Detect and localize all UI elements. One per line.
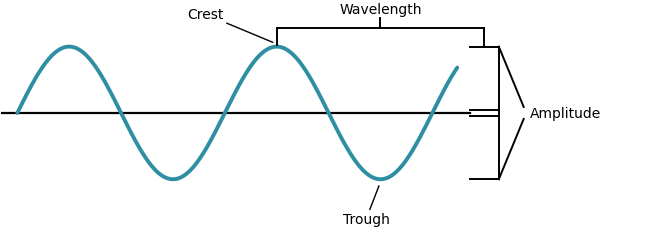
Text: Wavelength: Wavelength [339,3,422,17]
Text: Amplitude: Amplitude [530,106,601,120]
Text: Crest: Crest [187,8,273,43]
Text: Trough: Trough [342,186,389,226]
